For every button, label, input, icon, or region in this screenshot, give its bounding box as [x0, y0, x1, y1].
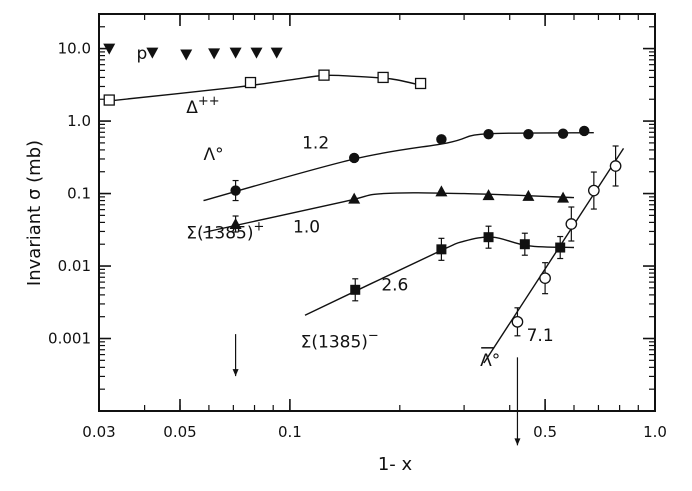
- annotation-superscript: ++: [198, 94, 220, 109]
- fit-line-2: [203, 132, 594, 202]
- annotation-text: Λ°: [204, 145, 224, 165]
- data-point-2: [557, 128, 569, 139]
- data-point-3: [522, 189, 535, 201]
- upper-limit-arrowhead: [514, 438, 521, 446]
- data-point-5: [511, 315, 524, 328]
- y-tick-label: 1.0: [67, 112, 91, 130]
- data-point-0: [180, 49, 193, 61]
- data-point-5: [539, 272, 551, 285]
- x-tick-label: 0.5: [533, 423, 557, 441]
- data-point-2: [230, 185, 241, 196]
- data-point-2: [348, 152, 360, 164]
- annotations: pΔ++Λ°Σ(1385)+Σ(1385)−Λ°1.21.02.67.1: [136, 44, 553, 371]
- y-tick-label: 0.1: [67, 185, 91, 203]
- series-label: Σ(1385)+: [186, 219, 264, 243]
- slope-label: 2.6: [381, 275, 408, 295]
- data-point-4: [519, 239, 530, 250]
- annotation-text: 7.1: [527, 326, 554, 346]
- data-point-2: [483, 128, 494, 140]
- data-point-2: [436, 134, 447, 145]
- data-point-3: [229, 218, 242, 230]
- x-tick-label: 0.1: [278, 423, 302, 441]
- data-point-2: [579, 125, 590, 137]
- data-point-3: [557, 191, 570, 203]
- fit-line-5: [483, 147, 625, 364]
- annotation-text: Λ°: [480, 351, 500, 371]
- x-axis-title: 1- x: [378, 454, 413, 475]
- plot-frame-group: [98, 13, 656, 412]
- data-point-3: [482, 189, 495, 201]
- annotation-superscript: +: [253, 219, 264, 234]
- series-label: p: [136, 44, 147, 64]
- data-point-1: [244, 76, 257, 89]
- y-axis-title: Invariant σ (mb): [24, 140, 45, 286]
- data-point-4: [436, 244, 447, 255]
- upper-limit-arrows: [232, 334, 521, 446]
- annotation-superscript: −: [368, 329, 379, 344]
- annotation-text: 1.0: [293, 218, 320, 238]
- data-point-4: [350, 284, 361, 295]
- upper-limit-arrowhead: [232, 369, 239, 377]
- slope-label: 1.2: [302, 133, 329, 153]
- fit-line-1: [109, 74, 423, 102]
- y-tick-label: 10.0: [58, 40, 91, 58]
- data-point-0: [103, 43, 116, 55]
- x-tick-label: 0.05: [163, 423, 196, 441]
- annotation-text: 1.2: [302, 133, 329, 153]
- plot-frame: [98, 13, 656, 412]
- data-point-0: [270, 47, 283, 59]
- data-point-4: [555, 242, 566, 253]
- data-point-1: [103, 94, 115, 106]
- data-point-1: [318, 69, 330, 81]
- data-point-3: [348, 192, 361, 204]
- y-tick-label: 0.01: [58, 257, 91, 275]
- data-point-0: [250, 47, 263, 59]
- slope-label: 1.0: [293, 218, 320, 238]
- data-point-0: [146, 47, 159, 59]
- annotation-text: 2.6: [381, 275, 408, 295]
- data-point-3: [435, 185, 448, 197]
- annotation-text: Δ: [186, 98, 198, 118]
- major-ticks: [98, 14, 656, 411]
- annotation-text: p: [136, 44, 147, 64]
- data-point-0: [229, 47, 242, 59]
- data-point-5: [609, 160, 622, 172]
- data-point-4: [483, 232, 494, 243]
- series-label: Λ°: [480, 351, 500, 371]
- data-point-1: [414, 77, 427, 90]
- slope-label: 7.1: [527, 326, 554, 346]
- data-point-5: [565, 218, 578, 230]
- annotation-text: Σ(1385): [186, 223, 253, 243]
- data-point-1: [377, 71, 389, 84]
- x-tick-labels: 0.03 0.05 0.1 0.5 1.0: [82, 423, 667, 441]
- fit-line-3: [203, 192, 575, 234]
- fit-lines: [109, 74, 625, 364]
- series-label: Δ++: [186, 94, 219, 118]
- data-point-0: [208, 48, 221, 60]
- series-label: Σ(1385)−: [301, 329, 379, 353]
- data-markers: [103, 43, 622, 328]
- x-tick-label: 1.0: [643, 423, 667, 441]
- data-point-5: [587, 184, 600, 197]
- data-point-2: [523, 128, 534, 140]
- x-tick-label: 0.03: [82, 423, 115, 441]
- y-tick-labels: 10.0 1.0 0.1 0.01 0.001: [48, 40, 91, 348]
- series-label: Λ°: [204, 145, 224, 165]
- error-bars: [232, 145, 619, 337]
- annotation-text: Σ(1385): [301, 333, 368, 353]
- y-tick-label: 0.001: [48, 330, 91, 348]
- minor-ticks: [98, 13, 655, 411]
